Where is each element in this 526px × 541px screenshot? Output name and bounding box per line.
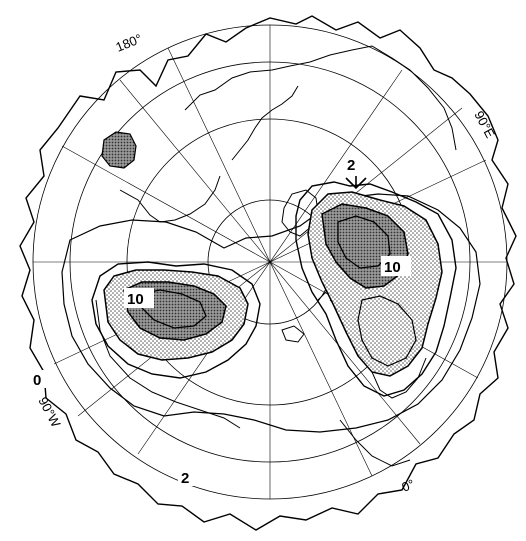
lon-label-0: 0° bbox=[400, 476, 417, 495]
stipple-east-lower bbox=[357, 295, 417, 367]
label-bg-2-top bbox=[344, 155, 360, 173]
stipple-patch-pacific bbox=[101, 131, 137, 169]
coast-asia-east bbox=[231, 85, 299, 161]
lon-label-180: 180° bbox=[114, 31, 145, 55]
contour-label-0-left: 0 bbox=[33, 372, 41, 389]
label-bg-2-bottom bbox=[178, 468, 196, 486]
contour-label-2-bottom: 2 bbox=[181, 470, 189, 487]
contour-2-west-loop bbox=[91, 261, 261, 379]
stipple-west-core bbox=[139, 289, 207, 329]
contour-2-east-loop bbox=[295, 181, 457, 397]
label-bg-10-east bbox=[381, 256, 411, 276]
coast-africa bbox=[339, 419, 411, 467]
coast-alaska bbox=[119, 175, 221, 223]
lon-label-90e: 90°E bbox=[471, 108, 498, 140]
contour-label-2-top: 2 bbox=[347, 157, 355, 174]
stipple-region-west bbox=[103, 269, 249, 361]
contour-label-10-east: 10 bbox=[384, 259, 401, 276]
contour-2-wide bbox=[61, 193, 481, 433]
arrow-marker bbox=[345, 176, 367, 190]
label-bg-10-west bbox=[124, 288, 154, 308]
coast-asia-north bbox=[184, 45, 457, 151]
label-bg-0-left bbox=[30, 370, 46, 388]
stipple-region-east bbox=[307, 191, 443, 377]
contour-label-10-west: 10 bbox=[127, 291, 144, 308]
lon-label-90w: 90°W bbox=[35, 394, 64, 430]
coast-iceland bbox=[281, 325, 305, 343]
